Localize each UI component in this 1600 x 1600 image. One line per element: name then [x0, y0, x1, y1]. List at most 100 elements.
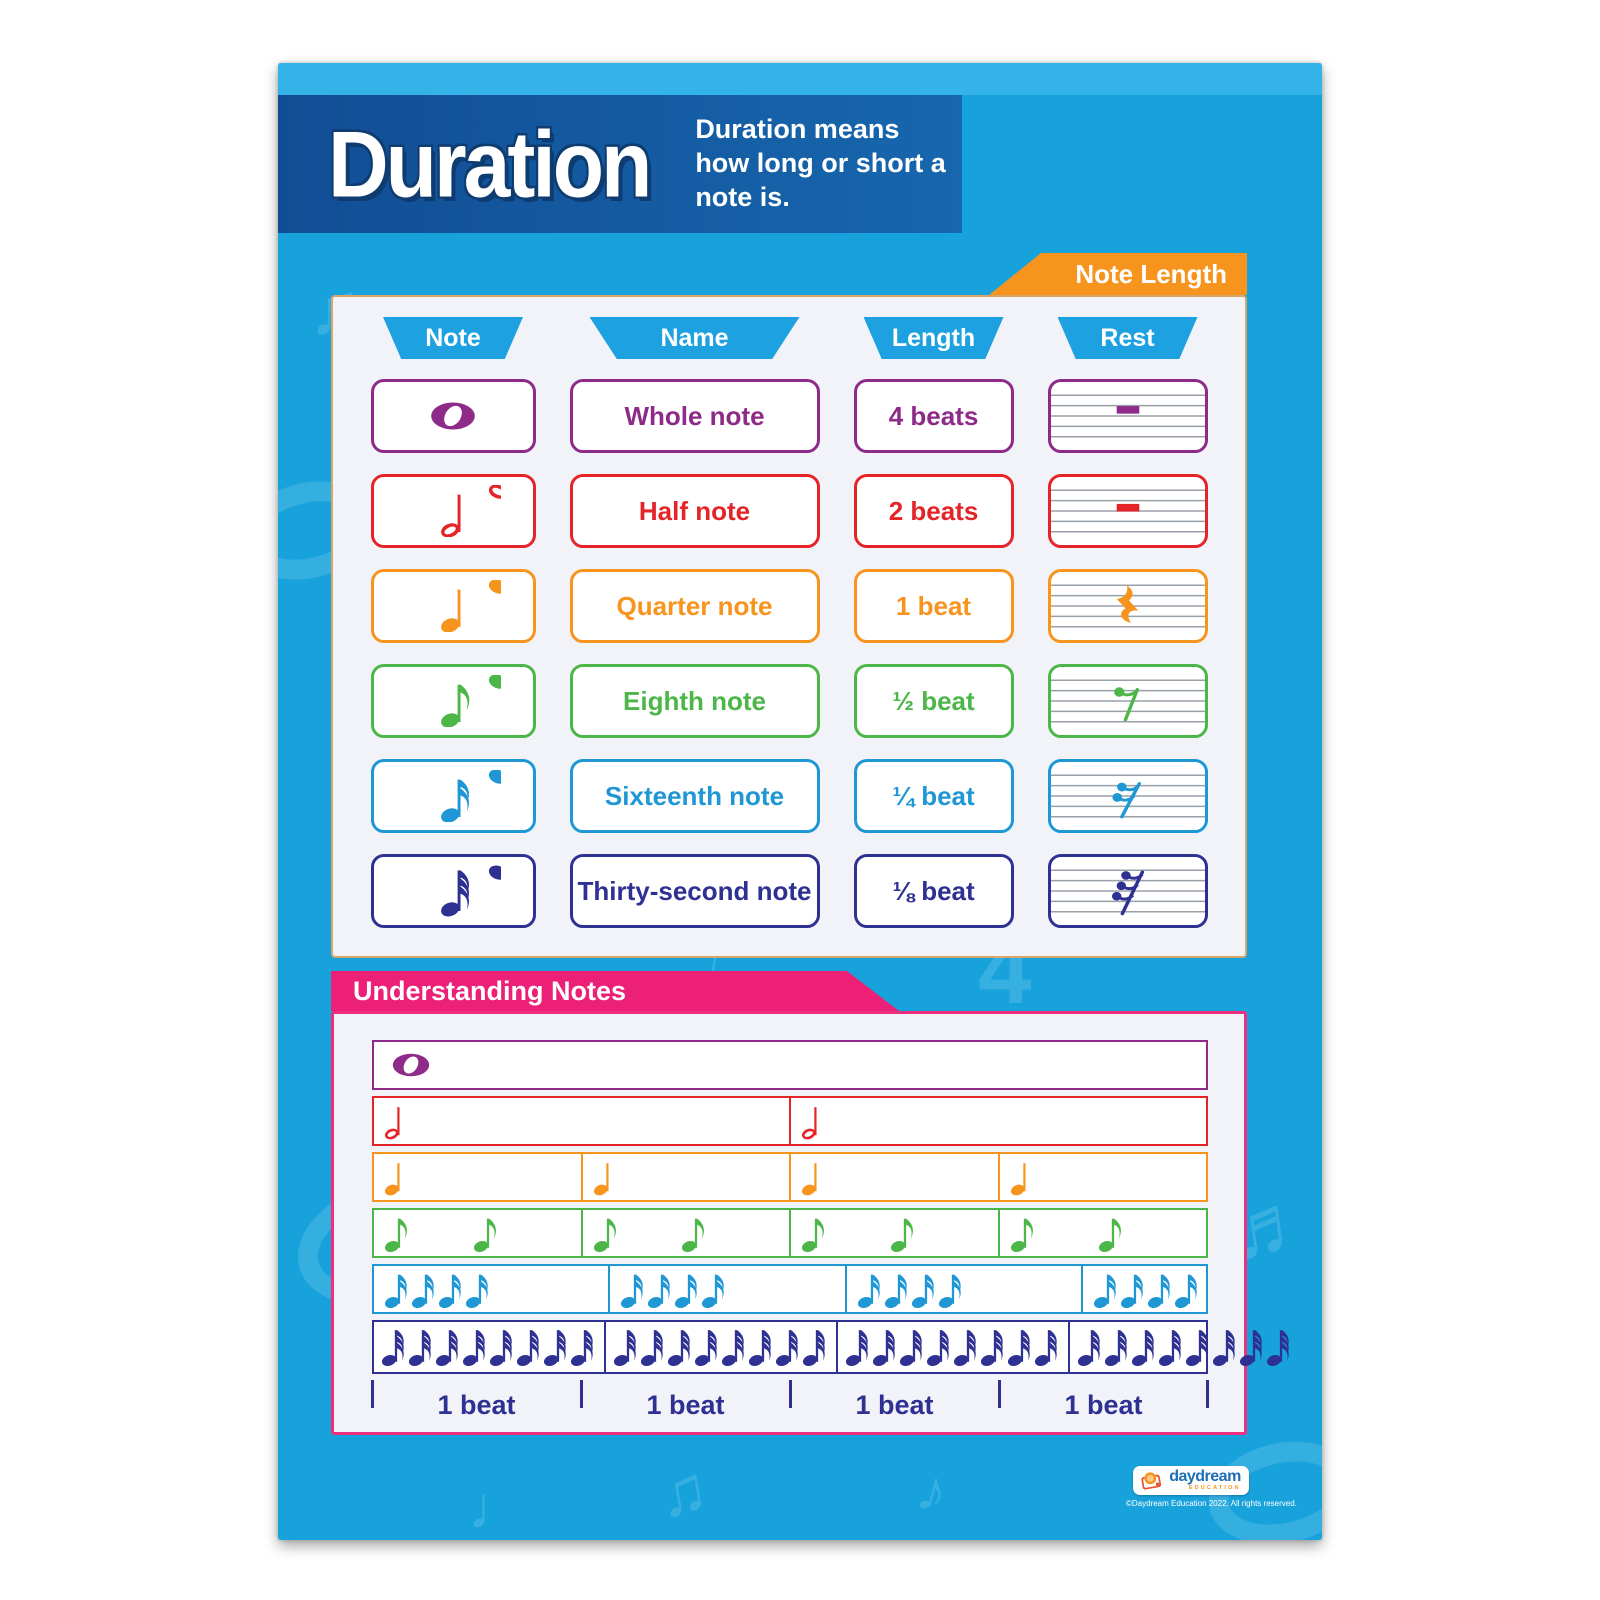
rest-cell — [1047, 379, 1208, 453]
quarter-rest-icon — [1051, 572, 1205, 640]
half-note-icon — [405, 485, 501, 537]
sixteenth-note-icon — [405, 770, 501, 822]
thirty-second-note-icon — [845, 1324, 872, 1370]
thirty-second-note-icon — [980, 1324, 1007, 1370]
eighth-note-cell — [789, 1210, 998, 1256]
note-symbol-cell — [370, 854, 536, 928]
name-cell: Whole note — [569, 379, 820, 453]
thirty-second-note-icon — [1034, 1324, 1061, 1370]
logo-wordmark: daydream — [1169, 1467, 1241, 1485]
duration-poster: ♬ ♪ ♩ 4 ♪ ♬ ♫ ♪ ♩ Duration Duration mean… — [278, 63, 1322, 1540]
eighth-note-icon — [473, 1212, 500, 1254]
eighth-note-icon — [681, 1212, 708, 1254]
copyright-text: ©Daydream Education 2022. All rights res… — [1126, 1499, 1297, 1508]
thirty-second-note-icon — [1185, 1324, 1212, 1370]
daydream-logo-icon — [1141, 1472, 1162, 1490]
eighth-note-icon — [384, 1212, 411, 1254]
eighth-note-cell — [374, 1210, 581, 1256]
column-header-rest: Rest — [1057, 317, 1198, 359]
name-cell: Thirty-second note — [569, 854, 820, 928]
thirty-second-note-icon — [694, 1324, 721, 1370]
thirty-second-note-icon — [405, 865, 501, 917]
quarter-note-cell — [580, 1154, 790, 1200]
half-note-icon — [801, 1100, 827, 1142]
header-top-strip — [278, 63, 1322, 95]
sixteenth-note-cell — [374, 1266, 608, 1312]
whole-note-icon — [426, 398, 480, 434]
note-length-value: 4 beats — [888, 400, 979, 431]
rest-cell — [1047, 569, 1208, 643]
eighth-note-icon — [1098, 1212, 1125, 1254]
rest-cell — [1047, 664, 1208, 738]
thirty-second-note-icon — [926, 1324, 953, 1370]
page-title: Duration — [328, 110, 652, 217]
sixteenth-note-icon — [674, 1268, 701, 1310]
thirty-second-note-icon — [640, 1324, 667, 1370]
sixteenth-note-icon — [1120, 1268, 1147, 1310]
thirty-second-note-cell — [604, 1322, 836, 1372]
sixteenth-note-icon — [438, 1268, 465, 1310]
daydream-education-logo: daydream EDUCATION — [1133, 1465, 1249, 1496]
eighth-note-icon — [405, 675, 501, 727]
thirty-second-note-icon — [435, 1324, 462, 1370]
beat-label: 1 beat — [580, 1380, 790, 1426]
note-length-panel: Note Name Length Rest Whole note 4 beats… — [331, 295, 1247, 958]
quarter-note-icon — [1010, 1156, 1036, 1198]
beat-label: 1 beat — [998, 1380, 1208, 1426]
sixteenth-note-icon — [1174, 1268, 1201, 1310]
thirty-second-note-cell — [374, 1322, 604, 1372]
sixteenth-note-icon — [384, 1268, 411, 1310]
note-name: Whole note — [624, 400, 765, 431]
understanding-notes-panel: 1 beat 1 beat 1 beat 1 beat — [331, 1011, 1247, 1435]
thirty-second-note-icon — [516, 1324, 543, 1370]
quarter-note-cell — [789, 1154, 998, 1200]
rest-cell — [1047, 854, 1208, 928]
note-length-value: ⅛ beat — [892, 875, 975, 906]
whole-rest-icon — [1051, 382, 1205, 450]
sixteenth-note-icon — [938, 1268, 965, 1310]
note-symbol-cell — [370, 759, 536, 833]
quarter-note-cell — [374, 1154, 581, 1200]
note-symbol-cell — [370, 379, 536, 453]
half-rest-icon — [1051, 477, 1205, 545]
eighth-note-icon — [1010, 1212, 1037, 1254]
thirty-second-note-icon — [775, 1324, 802, 1370]
note-subdivision-grid — [372, 1040, 1208, 1374]
note-length-value: 2 beats — [888, 495, 979, 526]
thirty-second-note-cell — [1068, 1322, 1300, 1372]
sixteenth-note-icon — [911, 1268, 938, 1310]
table-row: Whole note 4 beats — [370, 379, 1208, 453]
thirty-second-note-icon — [1007, 1324, 1034, 1370]
note-name: Sixteenth note — [604, 780, 785, 811]
subdivision-row-quarter — [372, 1152, 1208, 1202]
eighth-note-icon — [593, 1212, 620, 1254]
name-cell: Half note — [569, 474, 820, 548]
length-cell: 4 beats — [853, 379, 1014, 453]
music-note-decoration: ♪ — [910, 1456, 955, 1527]
length-cell: ¼ beat — [853, 759, 1014, 833]
subdivision-row-whole — [372, 1040, 1208, 1090]
beat-label: 1 beat — [371, 1380, 581, 1426]
subdivision-row-eighth — [372, 1208, 1208, 1258]
table-row: Half note 2 beats — [370, 474, 1208, 548]
subdivision-row-sixteenth — [372, 1264, 1208, 1314]
quarter-note-icon — [384, 1156, 410, 1198]
table-row: Sixteenth note ¼ beat — [370, 759, 1208, 833]
thirty-second-rest-icon — [1051, 857, 1205, 925]
eighth-note-icon — [890, 1212, 917, 1254]
thirty-second-note-icon — [1239, 1324, 1266, 1370]
eighth-note-cell — [997, 1210, 1207, 1256]
thirty-second-note-icon — [408, 1324, 435, 1370]
sixteenth-note-cell — [1081, 1266, 1317, 1312]
sixteenth-note-icon — [701, 1268, 728, 1310]
understanding-notes-banner: Understanding Notes — [331, 971, 899, 1011]
half-note-cell — [374, 1098, 789, 1144]
length-cell: ½ beat — [853, 664, 1014, 738]
sixteenth-note-icon — [1093, 1268, 1120, 1310]
music-note-decoration: ♩ — [468, 1474, 528, 1540]
thirty-second-note-icon — [721, 1324, 748, 1370]
quarter-note-cell — [997, 1154, 1207, 1200]
note-name: Eighth note — [623, 685, 766, 716]
sixteenth-note-icon — [884, 1268, 911, 1310]
thirty-second-note-icon — [1266, 1324, 1293, 1370]
